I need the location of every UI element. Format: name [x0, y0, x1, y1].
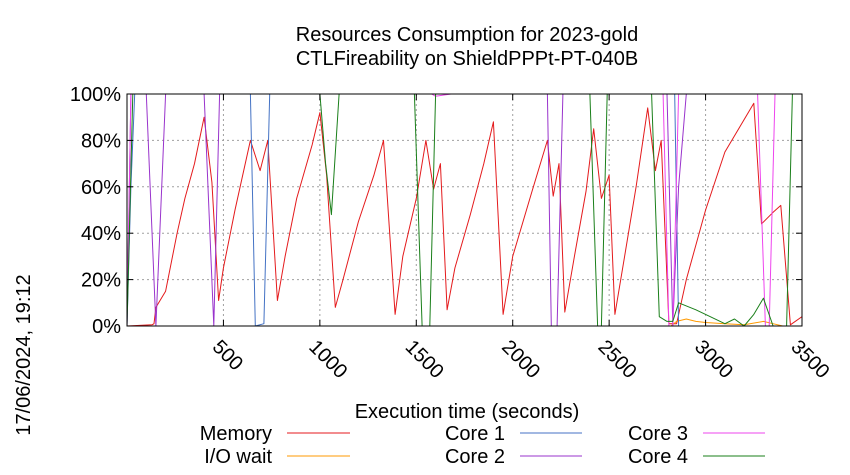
- legend-label-memory: Memory: [200, 423, 272, 445]
- x-tick-label: 500: [208, 336, 247, 375]
- y-tick-label: 40%: [81, 223, 121, 245]
- x-tick-label: 1500: [401, 336, 448, 383]
- y-tick-label: 100%: [70, 84, 121, 106]
- x-tick-label: 1000: [304, 336, 351, 383]
- series-line-core-3: [127, 93, 802, 327]
- legend-label-core-2: Core 2: [445, 446, 505, 468]
- x-tick-label: 3000: [690, 336, 737, 383]
- chart-subtitle: CTLFireability on ShieldPPPt-PT-040B: [296, 48, 638, 70]
- y-tick-label: 60%: [81, 177, 121, 199]
- series-line-core-2: [127, 93, 802, 327]
- x-axis-label: Execution time (seconds): [355, 401, 580, 423]
- series-line-i-o-wait: [127, 318, 802, 327]
- y-tick-label: 0%: [92, 316, 121, 338]
- legend-label-core-4: Core 4: [628, 446, 688, 468]
- timestamp-label: 17/06/2024, 19:12: [13, 274, 35, 435]
- series-lines: [127, 93, 802, 327]
- series-line-core-1: [127, 93, 802, 327]
- x-tick-label: 2500: [594, 336, 641, 383]
- plot-frame: [126, 93, 803, 327]
- y-tick-label: 20%: [81, 270, 121, 292]
- chart-title: Resources Consumption for 2023-gold: [296, 24, 638, 46]
- legend-label-core-1: Core 1: [445, 423, 505, 445]
- y-tick-label: 80%: [81, 130, 121, 152]
- x-tick-label: 2000: [497, 336, 544, 383]
- grid-lines: [127, 94, 802, 326]
- series-line-memory: [127, 102, 802, 327]
- legend-label-core-3: Core 3: [628, 423, 688, 445]
- series-line-core-4: [127, 93, 802, 327]
- x-tick-label: 3500: [786, 336, 833, 383]
- legend-label-i-o-wait: I/O wait: [204, 446, 272, 468]
